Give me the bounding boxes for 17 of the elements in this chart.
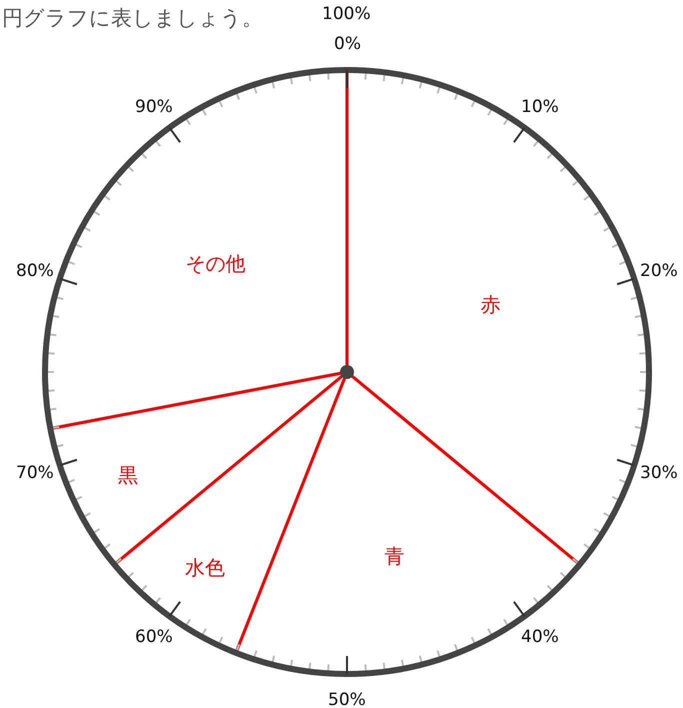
chart-title: 円グラフに表しましょう。: [2, 6, 263, 30]
slice-label: 黒: [118, 462, 138, 487]
text: 30%: [640, 463, 678, 483]
text: 60%: [135, 627, 173, 647]
slice-label: その他: [186, 251, 246, 276]
slice-label: 青: [384, 544, 404, 568]
text: 100%: [322, 4, 371, 24]
text: 50%: [328, 690, 366, 708]
text: 10%: [521, 97, 559, 117]
text: 80%: [16, 261, 54, 281]
slice-label: 水色: [184, 556, 225, 580]
text: 70%: [16, 463, 54, 483]
slice-label: 赤: [480, 292, 500, 316]
text: 0%: [334, 34, 361, 54]
text: 90%: [135, 97, 173, 117]
text: 20%: [640, 261, 678, 281]
text: 40%: [521, 627, 559, 647]
